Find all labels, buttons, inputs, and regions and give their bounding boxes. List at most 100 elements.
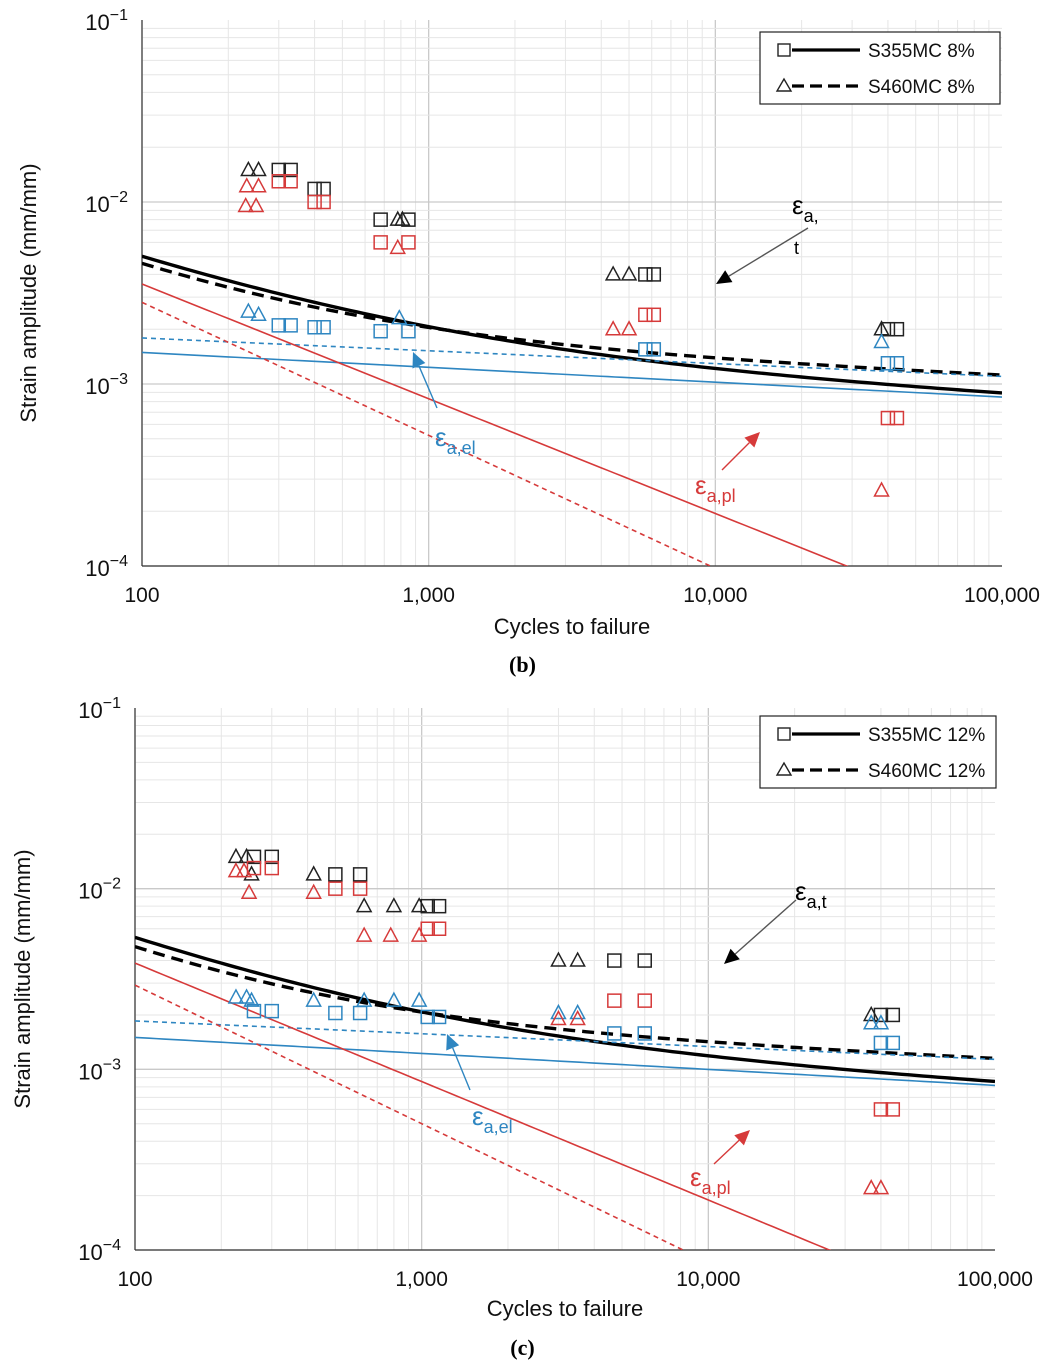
total-triangle-point [305, 865, 322, 881]
total-square-point [607, 953, 622, 968]
x-axis-title: Cycles to failure [494, 614, 651, 639]
elastic-square-point [607, 1026, 622, 1041]
y-axis-title: Strain amplitude (mm/mm) [10, 849, 35, 1108]
elastic-curve-solid [135, 1036, 995, 1087]
legend-label: S460MC 12% [868, 761, 985, 782]
plastic-annotation-arrow [721, 442, 750, 471]
elastic-triangle-point [355, 991, 373, 1007]
curves [135, 935, 995, 1250]
data-points [237, 160, 905, 497]
x-tick-label: 100,000 [964, 584, 1040, 607]
total-square-point [283, 162, 298, 178]
plastic-triangle-point [250, 177, 267, 193]
total-square-point [328, 867, 343, 882]
plastic-triangle-point [410, 926, 428, 942]
y-tick-label: 10−4 [78, 1237, 121, 1265]
plastic-triangle-point [872, 1179, 890, 1195]
total-annotation-arrowhead [716, 270, 733, 284]
plastic-square-point [431, 921, 447, 936]
total-square-point [889, 321, 905, 337]
caption-b-text: (b) [509, 652, 536, 677]
elastic-triangle-point [240, 302, 257, 318]
y-tick-label: 10−3 [85, 371, 128, 399]
total-curve-solid [135, 935, 995, 1084]
total-square-point [637, 953, 652, 968]
x-tick-label: 100 [124, 584, 159, 607]
chart-panel-b: 100 1,000 10,000 100,000 10−1 10−2 10−3 10−4 Cyc… [16, 7, 1040, 639]
plastic-square-point [328, 881, 343, 896]
plastic-triangle-point [235, 862, 253, 878]
total-triangle-point [862, 1005, 880, 1022]
curves [142, 254, 1002, 566]
plastic-triangle-point [620, 320, 638, 336]
elastic-annotation-arrow [452, 1047, 471, 1091]
plastic-square-point [307, 194, 322, 210]
elastic-triangle-point [873, 332, 890, 349]
total-triangle-point [604, 265, 622, 281]
elastic-square-point [264, 1003, 280, 1019]
chart-panel-c: 100 1,000 10,000 100,000 10−1 10−2 10−3 10−4 Cyc… [10, 695, 1033, 1321]
plastic-annotation-arrowhead [734, 1130, 750, 1146]
grid [134, 708, 995, 1251]
total-triangle-point [355, 897, 373, 913]
plastic-triangle-point [550, 1009, 567, 1026]
elastic-triangle-point [550, 1003, 567, 1020]
plastic-square-point [373, 235, 388, 250]
total-triangle-point [569, 951, 586, 967]
elastic-square-point [328, 1005, 343, 1021]
elastic-square-point [307, 320, 322, 335]
total-annotation-arrow [728, 227, 809, 277]
total-triangle-point [250, 160, 267, 177]
plastic-square-point [880, 410, 896, 426]
total-square-point [352, 867, 368, 882]
plastic-square-point [638, 307, 653, 323]
total-triangle-point [238, 847, 255, 864]
y-tick-label: 10−2 [78, 876, 121, 904]
total-square-point [420, 898, 435, 914]
elastic-triangle-point [250, 305, 267, 322]
total-square-point [246, 849, 262, 865]
plastic-triangle-point [227, 862, 245, 878]
plastic-triangle-point [389, 238, 406, 255]
total-triangle-point [394, 210, 411, 226]
elastic-square-point [873, 1035, 889, 1051]
total-triangle-point [550, 951, 567, 967]
total-annotation-label-cont: t [794, 238, 799, 258]
elastic-annotation-arrowhead [412, 352, 426, 369]
x-tick-label: 1,000 [402, 584, 455, 607]
plastic-square-point [246, 860, 262, 876]
elastic-triangle-point [569, 1003, 586, 1020]
y-axis-title: Strain amplitude (mm/mm) [16, 163, 41, 422]
y-tick-label: 10−2 [85, 189, 128, 217]
plastic-square-point [271, 174, 287, 189]
x-tick-label: 10,000 [683, 584, 747, 607]
plastic-triangle-point [355, 926, 373, 942]
plastic-annotation-arrow [713, 1139, 740, 1165]
plastic-triangle-point [237, 196, 254, 213]
plastic-triangle-point [240, 883, 258, 899]
elastic-square-point [638, 342, 653, 357]
elastic-square-point [646, 342, 662, 357]
plastic-annotation-label: εa,pl [695, 470, 736, 506]
total-triangle-point [620, 265, 638, 281]
elastic-triangle-point [243, 991, 260, 1007]
x-axis-title: Cycles to failure [487, 1296, 644, 1321]
elastic-square-point [271, 318, 287, 333]
caption-b: (b) [0, 652, 1045, 678]
legend-triangle-marker [775, 761, 793, 776]
total-square-point [885, 1007, 901, 1023]
total-annotation-arrow [734, 899, 797, 955]
legend-square-marker [777, 727, 791, 741]
elastic-annotation-label: εa,el [435, 422, 476, 458]
plastic-square-point [646, 307, 662, 323]
total-triangle-point [240, 160, 257, 177]
plastic-square-point [873, 1102, 889, 1117]
total-square-point [646, 267, 662, 282]
legend-label: S460MC 8% [868, 77, 975, 98]
total-curve-solid [142, 254, 1002, 395]
plastic-square-point [889, 410, 905, 426]
elastic-square-point [637, 1026, 652, 1041]
x-tick-label: 100 [117, 1268, 152, 1291]
